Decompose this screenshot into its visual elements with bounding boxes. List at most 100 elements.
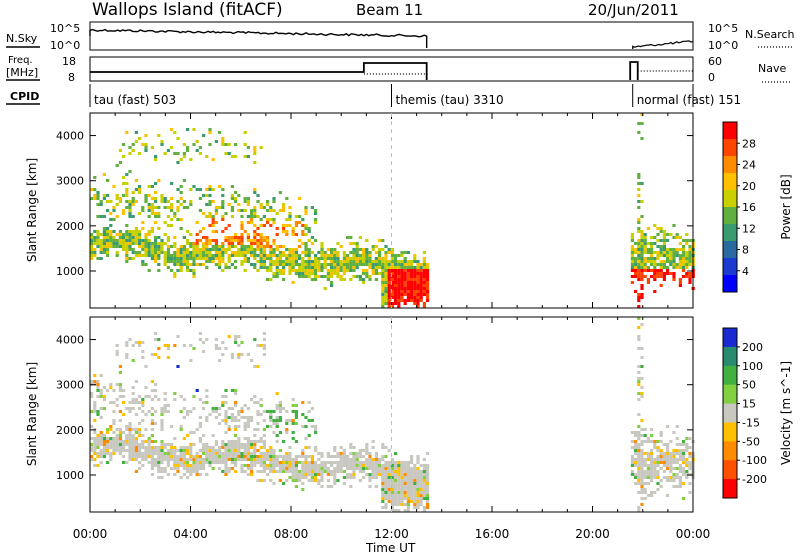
heatmap-cell <box>656 263 660 266</box>
heatmap-cell <box>214 251 218 254</box>
heatmap-cell <box>147 440 151 443</box>
heatmap-cell <box>102 455 106 458</box>
heatmap-cell <box>659 485 663 488</box>
heatmap-cell <box>99 434 103 437</box>
heatmap-cell <box>637 248 641 251</box>
heatmap-cell <box>637 230 641 233</box>
heatmap-cell <box>234 341 238 344</box>
heatmap-cell <box>426 263 430 266</box>
heatmap-cell <box>240 263 244 266</box>
heatmap-cell <box>272 410 276 413</box>
heatmap-cell <box>96 245 100 248</box>
heatmap-cell <box>122 194 126 197</box>
heatmap-cell <box>266 221 270 224</box>
heatmap-cell <box>115 164 119 167</box>
heatmap-cell <box>131 428 135 431</box>
heatmap-cell <box>246 245 250 248</box>
heatmap-cell <box>400 293 404 296</box>
heatmap-cell <box>128 443 132 446</box>
heatmap-cell <box>179 248 183 251</box>
heatmap-cell <box>186 206 190 209</box>
heatmap-cell <box>192 464 196 467</box>
heatmap-cell <box>326 275 330 278</box>
heatmap-cell <box>230 185 234 188</box>
heatmap-cell <box>96 383 100 386</box>
heatmap-cell <box>214 248 218 251</box>
heatmap-cell <box>230 197 234 200</box>
heatmap-cell <box>406 503 410 506</box>
heatmap-cell <box>656 272 660 275</box>
heatmap-cell <box>352 467 356 470</box>
heatmap-cell <box>390 305 394 308</box>
heatmap-cell <box>176 365 180 368</box>
heatmap-cell <box>294 461 298 464</box>
heatmap-cell <box>253 251 257 254</box>
heatmap-cell <box>634 446 638 449</box>
heatmap-cell <box>266 236 270 239</box>
heatmap-cell <box>109 233 113 236</box>
heatmap-cell <box>410 281 414 284</box>
heatmap-cell <box>157 245 161 248</box>
heatmap-cell <box>237 242 241 245</box>
heatmap-cell <box>240 467 244 470</box>
heatmap-cell <box>406 500 410 503</box>
heatmap-cell <box>246 440 250 443</box>
heatmap-cell <box>182 416 186 419</box>
heatmap-cell <box>384 260 388 263</box>
heatmap-cell <box>326 269 330 272</box>
heatmap-cell <box>115 251 119 254</box>
heatmap-cell <box>179 203 183 206</box>
heatmap-cell <box>288 224 292 227</box>
heatmap-cell <box>381 302 385 305</box>
heatmap-cell <box>637 470 641 473</box>
heatmap-cell <box>90 257 94 260</box>
heatmap-cell <box>640 182 644 185</box>
heatmap-cell <box>138 152 142 155</box>
heatmap-cell <box>125 437 129 440</box>
heatmap-cell <box>298 254 302 257</box>
heatmap-cell <box>173 251 177 254</box>
heatmap-cell <box>426 482 430 485</box>
heatmap-cell <box>294 260 298 263</box>
heatmap-cell <box>362 281 366 284</box>
heatmap-cell <box>237 458 241 461</box>
heatmap-cell <box>653 476 657 479</box>
heatmap-cell <box>381 239 385 242</box>
heatmap-cell <box>400 272 404 275</box>
heatmap-cell <box>640 392 644 395</box>
heatmap-cell <box>131 392 135 395</box>
heatmap-cell <box>384 272 388 275</box>
heatmap-cell <box>333 449 337 452</box>
heatmap-cell <box>262 332 266 335</box>
heatmap-cell <box>96 230 100 233</box>
heatmap-cell <box>310 470 314 473</box>
y-tick-label: 1000 <box>56 469 84 482</box>
heatmap-cell <box>342 278 346 281</box>
heatmap-cell <box>128 212 132 215</box>
heatmap-cell <box>192 260 196 263</box>
heatmap-cell <box>307 464 311 467</box>
heatmap-cell <box>205 248 209 251</box>
heatmap-cell <box>419 485 423 488</box>
heatmap-cell <box>272 449 276 452</box>
heatmap-cell <box>374 278 378 281</box>
heatmap-cell <box>291 248 295 251</box>
heatmap-cell <box>141 260 145 263</box>
heatmap-cell <box>198 146 202 149</box>
heatmap-cell <box>208 224 212 227</box>
heatmap-cell <box>304 212 308 215</box>
heatmap-cell <box>422 467 426 470</box>
heatmap-cell <box>227 335 231 338</box>
heatmap-cell <box>384 269 388 272</box>
heatmap-cell <box>304 476 308 479</box>
heatmap-cell <box>410 284 414 287</box>
heatmap-cell <box>397 473 401 476</box>
heatmap-cell <box>646 278 650 281</box>
heatmap-cell <box>301 257 305 260</box>
heatmap-cell <box>147 437 151 440</box>
heatmap-cell <box>307 455 311 458</box>
heatmap-cell <box>413 266 417 269</box>
heatmap-cell <box>349 485 353 488</box>
heatmap-cell <box>422 482 426 485</box>
